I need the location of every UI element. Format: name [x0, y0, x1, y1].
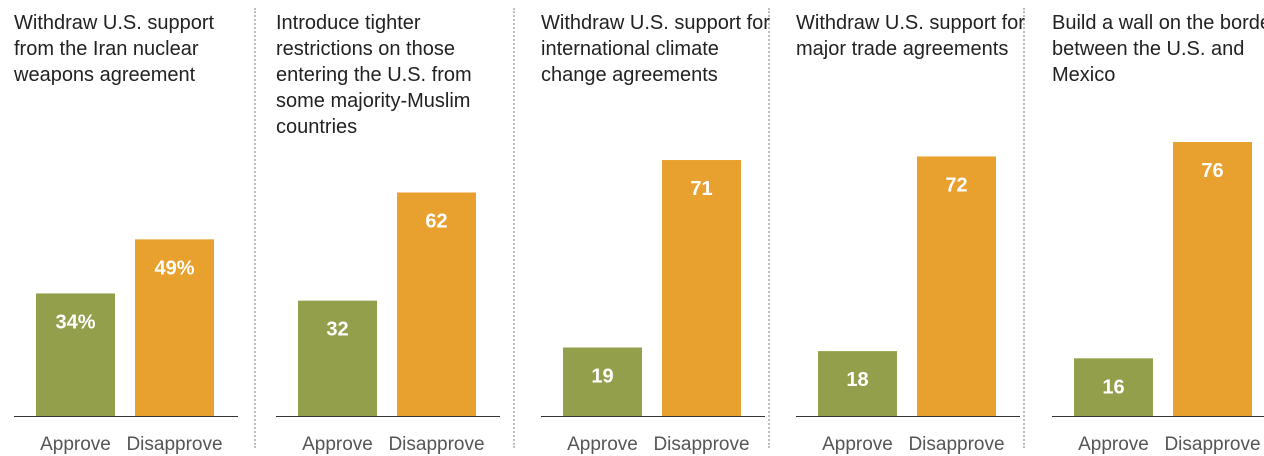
bar-approve — [563, 347, 642, 416]
panel-plot: 32 Approve 62 Disapprove — [276, 192, 500, 455]
bar-approve — [36, 293, 115, 416]
chart-panel: Introduce tighter restrictions on those … — [276, 0, 516, 456]
panel-title: Withdraw U.S. support for major trade ag… — [796, 12, 1025, 60]
panel-plot: 19 Approve 71 Disapprove — [541, 160, 765, 455]
panel-title: Introduce tighter restrictions on those … — [276, 12, 472, 138]
panel-plot: 34% Approve 49% Disapprove — [14, 239, 238, 455]
chart-panel: Withdraw U.S. support from the Iran nucl… — [14, 0, 254, 456]
panel-plot: 16 Approve 76 Disapprove — [1052, 142, 1264, 455]
chart-panel: Withdraw U.S. support for international … — [541, 0, 781, 456]
bar-value-label: 18 — [846, 369, 868, 391]
panel-plot: 18 Approve 72 Disapprove — [796, 156, 1020, 455]
category-label: Approve — [40, 434, 111, 455]
panel-separator — [768, 8, 770, 448]
category-label: Approve — [822, 434, 893, 455]
category-label: Disapprove — [126, 434, 222, 455]
bar-value-label: 49% — [154, 257, 194, 279]
panel-title: Withdraw U.S. support from the Iran nucl… — [14, 12, 215, 86]
category-label: Disapprove — [908, 434, 1004, 455]
bar-value-label: 72 — [945, 174, 967, 196]
panel-separator — [513, 8, 515, 448]
bar-value-label: 62 — [425, 210, 447, 232]
panel-title: Withdraw U.S. support for international … — [541, 12, 770, 86]
bar-value-label: 71 — [690, 178, 712, 200]
category-label: Approve — [567, 434, 638, 455]
panel-title: Build a wall on the border between the U… — [1052, 12, 1264, 86]
category-label: Disapprove — [1164, 434, 1260, 455]
bar-disapprove — [917, 156, 996, 416]
bar-disapprove — [1173, 142, 1252, 416]
category-label: Approve — [302, 434, 373, 455]
bar-disapprove — [397, 192, 476, 416]
bar-value-label: 34% — [55, 311, 95, 333]
category-label: Approve — [1078, 434, 1149, 455]
bar-approve — [818, 351, 897, 416]
panel-separator — [254, 8, 256, 448]
bar-disapprove — [135, 239, 214, 416]
chart-panel: Build a wall on the border between the U… — [1052, 0, 1264, 456]
bar-approve — [1074, 358, 1153, 416]
bar-value-label: 32 — [326, 319, 348, 341]
bar-value-label: 19 — [591, 366, 613, 388]
chart-panel: Withdraw U.S. support for major trade ag… — [796, 0, 1036, 456]
category-label: Disapprove — [388, 434, 484, 455]
panel-separator — [1023, 8, 1025, 448]
bar-value-label: 16 — [1102, 376, 1124, 398]
bar-value-label: 76 — [1201, 160, 1223, 182]
bar-disapprove — [662, 160, 741, 416]
category-label: Disapprove — [653, 434, 749, 455]
bar-approve — [298, 300, 377, 416]
